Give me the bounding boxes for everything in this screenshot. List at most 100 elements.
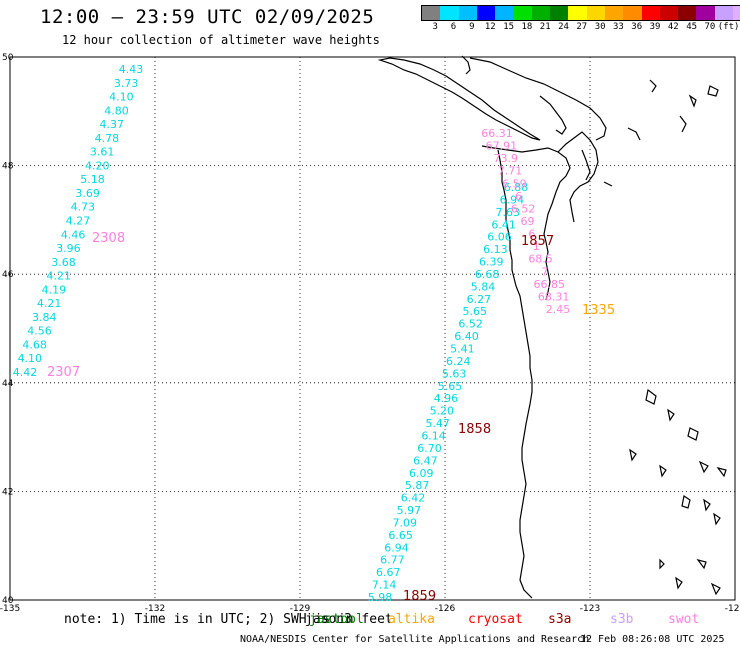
pass-time-label: 1857 [521, 234, 554, 249]
color-swatch [714, 6, 734, 20]
coast-wave-height-value: 7.63 [496, 206, 521, 219]
color-swatch [568, 6, 587, 20]
map-subtitle: 12 hour collection of altimeter wave hei… [62, 33, 380, 47]
pass-time-labels: 2308 2307 1857 1335 1858 1859 [47, 231, 615, 604]
coast-wave-height-value: 6.68 [475, 268, 500, 281]
pink-wave-height-value: 1 [533, 240, 540, 253]
jason-wave-height-value: 4.19 [42, 283, 67, 296]
note-text: note: 1) Time is in UTC; 2) SWH is in fe… [64, 612, 393, 627]
coast-wave-height-value: 7.09 [392, 516, 417, 529]
legend-item-s3a: s3a [548, 612, 572, 627]
color-scale-label: 30 [594, 22, 606, 32]
jason-wave-height-value: 4.56 [27, 325, 52, 338]
jason-wave-height-value: 4.43 [119, 63, 144, 76]
color-swatch [422, 6, 441, 20]
color-scale-label: 39 [649, 22, 661, 32]
lat-tick-label: 42 [2, 487, 13, 497]
coast-wave-height-value: 6.13 [483, 243, 508, 256]
lon-tick-label: -132 [145, 604, 165, 614]
color-swatch [513, 6, 532, 20]
color-swatch [476, 6, 496, 20]
jason-wave-height-value: 4.80 [104, 104, 129, 117]
jason-wave-height-value: 4.46 [61, 228, 86, 241]
coastline [377, 55, 727, 599]
legend-item-cryosat: cryosat [468, 612, 523, 627]
coast-wave-height-value: 6.27 [467, 293, 492, 306]
jason-wave-height-value: 4.10 [18, 352, 43, 365]
jason-wave-height-value: 3.61 [90, 146, 115, 159]
pink-wave-height-value: 7 [541, 265, 548, 278]
coast-wave-height-value: 5.84 [471, 280, 496, 293]
jason-wave-height-value: 4.42 [13, 366, 38, 379]
lon-tick-label: -126 [435, 604, 456, 614]
coast-wave-height-value: 6.52 [458, 318, 483, 331]
lat-tick-label: 40 [2, 596, 14, 606]
pink-wave-height-value: 68.31 [538, 290, 570, 303]
jason-wave-height-value: 3.68 [51, 256, 76, 269]
color-swatch [495, 6, 514, 20]
legend-item-jastool: jastool [309, 612, 364, 627]
color-swatch [586, 6, 605, 20]
lon-tick-label: -129 [290, 604, 311, 614]
color-swatch [659, 6, 679, 20]
lat-tick-label: 44 [2, 379, 14, 389]
legend-item-s3b: s3b [610, 612, 634, 627]
coast-wave-height-value: 6.65 [388, 529, 413, 542]
color-scale-label: 9 [469, 22, 475, 32]
coast-wave-height-value: 6.88 [504, 181, 529, 194]
coastal-track: 6.886.947.636.416.066.136.396.685.846.27… [368, 181, 529, 604]
color-scale-label: 42 [667, 22, 679, 32]
color-swatch [678, 6, 697, 20]
legend-item-swot: swot [668, 612, 700, 627]
coast-wave-height-value: 6.47 [413, 454, 438, 467]
coast-wave-height-value: 6.39 [479, 256, 504, 269]
color-swatch [604, 6, 624, 20]
color-scale-label: 12 [484, 22, 496, 32]
coast-wave-height-value: 6.67 [376, 566, 401, 579]
coast-wave-height-value: 4.96 [434, 392, 459, 405]
coast-wave-height-value: 5.65 [438, 380, 463, 393]
jason-wave-height-value: 4.21 [37, 297, 62, 310]
satellite-legend: jason3 jastool altika cryosat s3a s3b swot [0, 612, 740, 630]
jason-wave-height-value: 3.69 [75, 187, 100, 200]
color-swatch [623, 6, 642, 20]
jason-wave-height-value: 4.73 [71, 201, 96, 214]
color-swatch [696, 6, 715, 20]
pass-time-label: 1859 [403, 589, 436, 604]
color-scale-label: 45 [686, 22, 698, 32]
legend-item-altika: altika [388, 612, 435, 627]
color-scale-label: 15 [503, 22, 515, 32]
coast-wave-height-value: 5.98 [368, 591, 393, 604]
lat-tick-label: 48 [2, 162, 14, 172]
coast-wave-height-value: 5.97 [397, 504, 422, 517]
coast-wave-height-value: 6.24 [446, 355, 471, 368]
coast-wave-height-value: 6.41 [491, 218, 516, 231]
pink-wave-height-value: 66.85 [534, 278, 566, 291]
color-swatch [733, 6, 740, 20]
pink-wave-height-value: 2.45 [546, 303, 571, 316]
footer-timestamp: 12 Feb 08:26:08 UTC 2025 [580, 634, 725, 645]
pink-wave-height-value: 7.71 [498, 165, 523, 178]
pass-time-label: 1858 [458, 422, 491, 437]
color-scale-label: 18 [521, 22, 533, 32]
coast-wave-height-value: 6.77 [380, 554, 405, 567]
pink-wave-height-value: 69 [521, 215, 535, 228]
coast-wave-height-value: 6.14 [421, 429, 446, 442]
jason-pass-time-label: 2307 [47, 365, 80, 380]
axis-labels: -135 -132 -129 -126 -123 -120 50 48 46 44 42 40 [0, 53, 740, 614]
color-swatch [440, 6, 459, 20]
lon-tick-label: -120 [725, 604, 740, 614]
lat-tick-label: 50 [2, 53, 14, 63]
pink-wave-height-value: 73.9 [493, 152, 518, 165]
lat-lon-grid [9, 56, 736, 601]
jason-wave-height-value: 4.78 [95, 132, 120, 145]
jason-wave-height-value: 3.73 [114, 77, 139, 90]
jason-wave-height-value: 4.68 [22, 338, 47, 351]
coast-wave-height-value: 6.40 [454, 330, 479, 343]
color-scale-label: 6 [450, 22, 457, 32]
coast-wave-height-value: 6.70 [417, 442, 442, 455]
coast-wave-height-value: 6.94 [500, 193, 525, 206]
color-scale-bar [421, 5, 740, 21]
map-title: 12:00 – 23:59 UTC 02/09/2025 [40, 6, 375, 28]
swot-track: 66.3167.9173.97.716.5966.52696168.5766.8… [481, 127, 570, 316]
